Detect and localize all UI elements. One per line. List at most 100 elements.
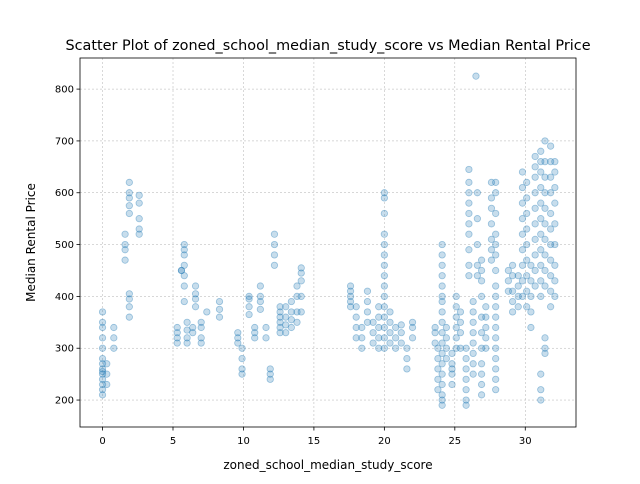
scatter-point [523, 209, 531, 218]
scatter-point [442, 344, 450, 352]
scatter-point [189, 323, 197, 332]
scatter-point [438, 391, 446, 399]
scatter-point [125, 313, 133, 321]
scatter-point [531, 163, 539, 171]
scatter-point [434, 344, 442, 352]
y-tick-label: 300 [55, 344, 74, 355]
scatter-point [297, 264, 305, 272]
scatter-point [282, 313, 290, 321]
scatter-point [262, 323, 270, 332]
scatter-point [504, 266, 512, 275]
scatter-point [531, 173, 539, 181]
scatter-point [403, 365, 411, 373]
scatter-point [469, 360, 477, 368]
scatter-point [408, 334, 417, 342]
scatter-point [452, 334, 460, 342]
scatter-point [197, 318, 205, 326]
scatter-point [173, 323, 181, 332]
scatter-point [287, 316, 295, 324]
scatter-point [514, 303, 522, 311]
scatter-point [98, 354, 107, 363]
scatter-point [346, 292, 355, 300]
scatter-point [518, 292, 527, 300]
scatter-point [465, 178, 473, 186]
scatter-point [547, 287, 555, 295]
scatter-point [541, 344, 549, 352]
scatter-point [456, 344, 465, 352]
scatter-point [487, 246, 496, 254]
scatter-point [541, 334, 549, 342]
scatter-point [465, 189, 473, 197]
scatter-point [369, 329, 377, 337]
scatter-point [375, 323, 383, 332]
scatter-point [518, 215, 527, 223]
scatter-point [173, 334, 181, 342]
scatter-point [518, 183, 527, 192]
scatter-point [438, 297, 446, 306]
scatter-point [282, 303, 290, 311]
scatter-point [369, 339, 377, 347]
scatter-point [386, 339, 394, 347]
scatter-point [293, 318, 301, 326]
scatter-point [352, 323, 360, 332]
scatter-point [380, 303, 388, 311]
scatter-point [397, 339, 405, 347]
scatter-point [380, 251, 388, 259]
y-axis-label: Median Rental Price [24, 183, 38, 302]
x-tick-label: 5 [170, 436, 176, 447]
scatter-point [173, 329, 181, 337]
scatter-point [551, 292, 559, 300]
scatter-point [477, 329, 486, 337]
scatter-point [238, 370, 246, 378]
scatter-point [380, 209, 388, 218]
scatter-point [551, 183, 559, 192]
scatter-point [256, 305, 264, 313]
data-points [98, 72, 559, 409]
scatter-point [276, 308, 284, 316]
scatter-point [397, 321, 405, 329]
scatter-point [125, 209, 133, 218]
scatter-point [103, 370, 111, 378]
scatter-point [173, 339, 181, 347]
scatter-point [469, 297, 477, 306]
scatter-point [465, 220, 473, 228]
scatter-point [386, 308, 394, 316]
scatter-point [380, 313, 388, 321]
scatter-point [473, 261, 481, 269]
scatter-point [276, 313, 284, 321]
scatter-point [287, 308, 295, 316]
scatter-point [276, 323, 284, 332]
scatter-point [541, 235, 549, 243]
scatter-point [98, 308, 107, 316]
axes: 0 5 10 15 20 25 30 200 300 400 500 600 700 800 [55, 85, 532, 447]
scatter-point [125, 178, 133, 186]
scatter-point [477, 256, 486, 264]
scatter-point [392, 323, 400, 332]
scatter-point [492, 240, 500, 249]
scatter-point [462, 365, 470, 373]
scatter-point [438, 349, 446, 358]
scatter-point [215, 313, 224, 321]
scatter-point [98, 360, 107, 368]
scatter-point [492, 303, 500, 311]
scatter-point [363, 297, 372, 306]
scatter-point [492, 209, 500, 218]
scatter-point [431, 329, 439, 337]
scatter-point [245, 295, 253, 303]
scatter-point [380, 334, 388, 342]
scatter-point [438, 396, 446, 404]
scatter-point [125, 189, 133, 197]
scatter-point [523, 272, 531, 280]
x-tick-label: 30 [519, 436, 532, 447]
scatter-point [380, 189, 388, 197]
scatter-point [487, 220, 496, 228]
scatter-point [487, 256, 496, 264]
scatter-point [191, 282, 200, 290]
scatter-point [547, 173, 555, 181]
scatter-point [504, 277, 512, 285]
scatter-point [465, 261, 473, 269]
scatter-point [266, 365, 274, 373]
scatter-point [245, 310, 253, 319]
scatter-point [438, 339, 446, 347]
